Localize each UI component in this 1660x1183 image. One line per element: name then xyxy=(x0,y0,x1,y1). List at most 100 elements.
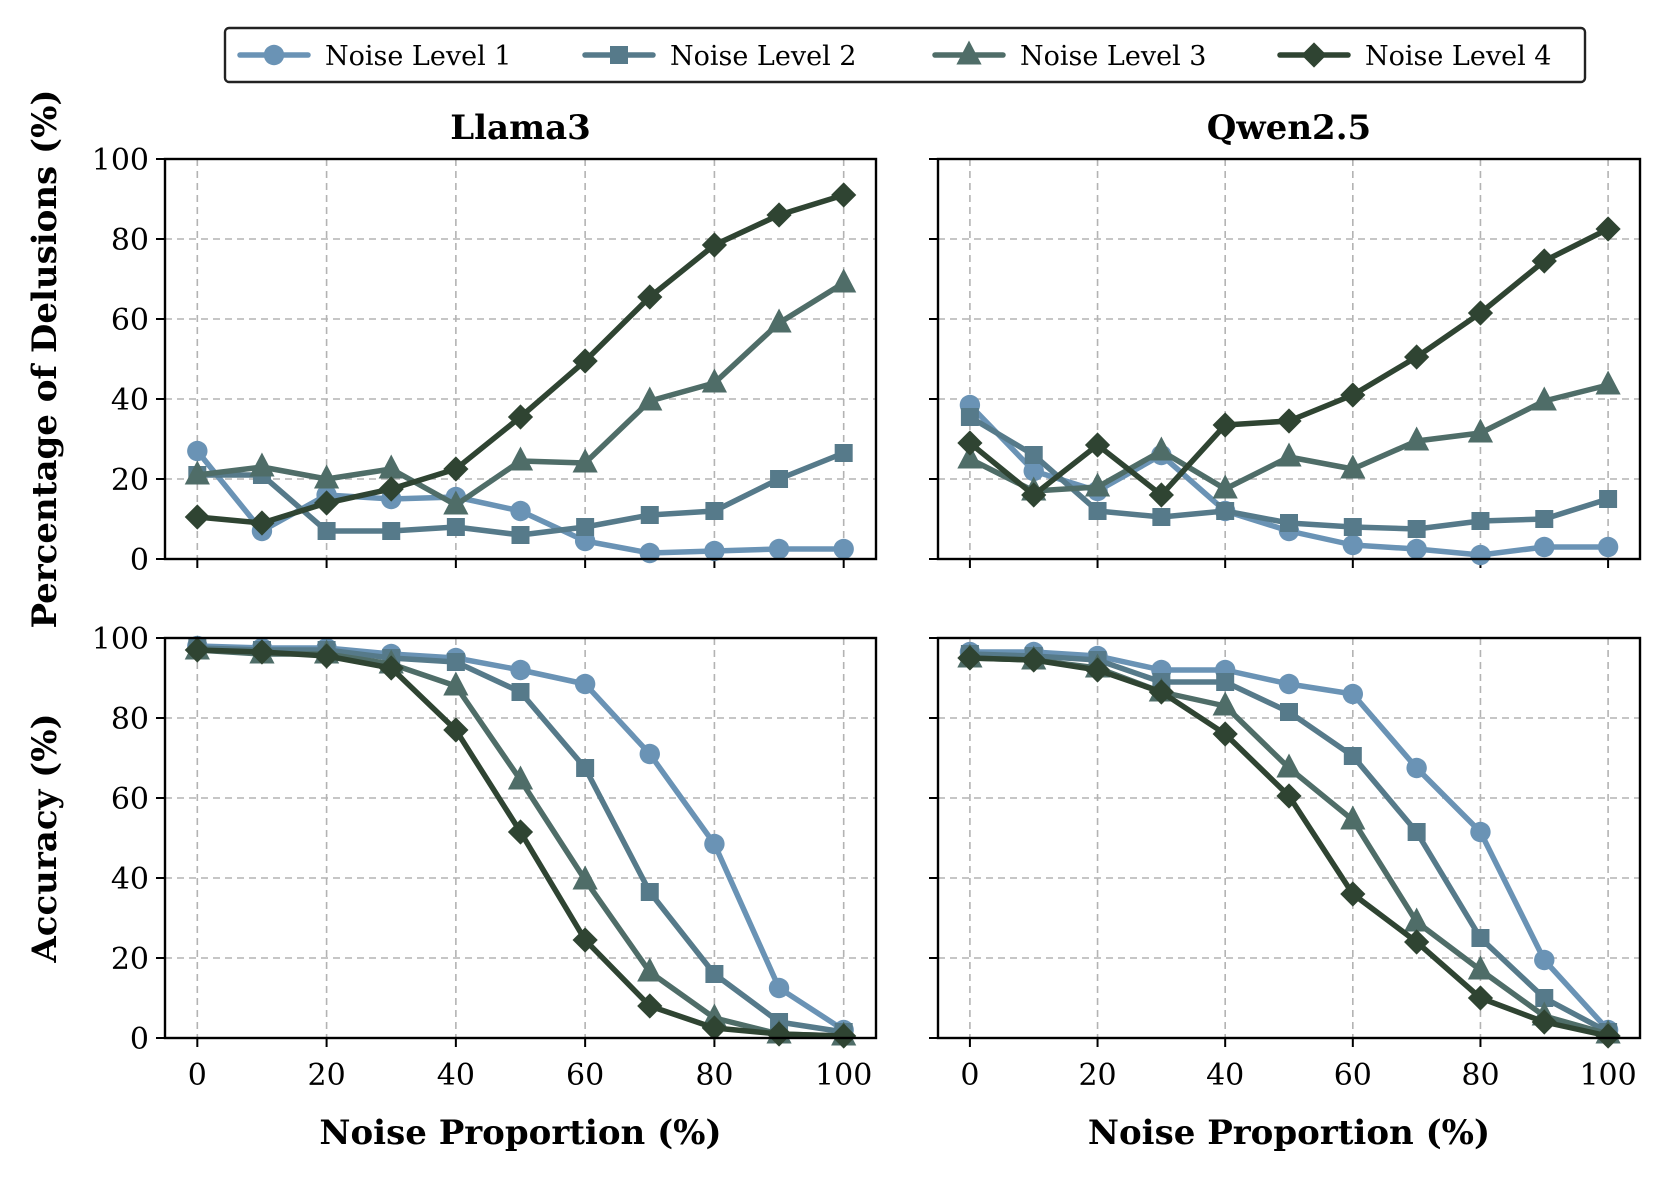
data-point xyxy=(187,440,208,462)
data-point xyxy=(510,500,531,522)
data-point xyxy=(1470,544,1491,566)
data-point xyxy=(1531,1009,1557,1035)
x-tick-label: 20 xyxy=(307,1058,345,1093)
data-point xyxy=(1280,514,1298,532)
panel-title: Llama3 xyxy=(450,108,591,148)
data-point xyxy=(1595,216,1621,242)
data-point xyxy=(833,538,854,560)
data-point xyxy=(443,717,469,743)
data-point xyxy=(1212,721,1238,747)
data-point xyxy=(1467,985,1494,1011)
data-point xyxy=(1021,482,1047,508)
y-tick-label: 100 xyxy=(92,143,149,178)
legend-entry: Noise Level 3 xyxy=(932,40,1206,72)
data-point xyxy=(382,522,401,540)
y-tick-label: 40 xyxy=(111,862,149,897)
data-point xyxy=(637,386,663,411)
data-point xyxy=(1406,538,1427,560)
data-point xyxy=(766,1021,792,1047)
data-point xyxy=(957,430,983,456)
series-noise-level-4 xyxy=(184,637,857,1049)
data-point xyxy=(1148,679,1174,705)
data-point xyxy=(957,444,983,469)
data-point xyxy=(1467,955,1494,980)
x-tick-label: 80 xyxy=(1461,1058,1499,1093)
data-point xyxy=(637,993,663,1019)
x-tick-label: 60 xyxy=(1334,1058,1372,1093)
data-point xyxy=(1535,510,1554,528)
panel-0: 0 20 40 60 80 100 Llama3 Percentage of Delusion… xyxy=(25,89,878,629)
panel-3: 0 20 40 60 80 100 Noise Proportion (%) xyxy=(929,636,1642,1153)
data-point xyxy=(1599,490,1618,508)
data-point xyxy=(766,202,792,228)
data-point xyxy=(1278,673,1300,695)
data-point xyxy=(1152,508,1171,526)
data-point xyxy=(1531,386,1557,411)
data-point xyxy=(1534,949,1555,971)
data-point xyxy=(704,540,725,562)
y-tick-label: 60 xyxy=(111,782,149,817)
data-point xyxy=(1088,502,1107,520)
y-tick-label: 40 xyxy=(111,383,149,418)
y-tick-label: 20 xyxy=(111,463,149,498)
data-point xyxy=(378,655,404,681)
data-point xyxy=(770,470,789,488)
x-tick-label: 0 xyxy=(960,1058,979,1093)
data-point xyxy=(960,408,979,426)
legend-label: Noise Level 3 xyxy=(1020,41,1206,72)
data-point xyxy=(768,538,790,560)
data-point xyxy=(1021,647,1047,673)
x-tick-label: 60 xyxy=(566,1058,604,1093)
data-point xyxy=(511,526,530,544)
data-point xyxy=(831,268,857,293)
data-point xyxy=(507,765,534,790)
data-point xyxy=(317,522,336,540)
data-point xyxy=(510,659,531,681)
y-tick-label: 80 xyxy=(111,702,149,737)
data-point xyxy=(184,460,210,485)
data-point xyxy=(576,518,595,536)
y-tick-label: 80 xyxy=(111,223,149,258)
data-point xyxy=(1216,502,1235,520)
data-point xyxy=(446,653,465,671)
data-point xyxy=(1340,454,1366,479)
data-point xyxy=(1276,408,1302,434)
data-point xyxy=(701,368,728,393)
y-tick-label: 100 xyxy=(92,622,149,657)
panel-1: Qwen2.5 xyxy=(929,108,1642,568)
data-point xyxy=(1471,929,1490,947)
x-tick-label: 100 xyxy=(1579,1058,1636,1093)
data-point xyxy=(1471,512,1490,530)
axes-frame xyxy=(936,636,1642,1040)
data-point xyxy=(443,671,469,696)
data-point xyxy=(443,490,469,515)
data-point xyxy=(1148,482,1174,508)
y-tick-label: 0 xyxy=(130,1022,149,1057)
x-tick-label: 0 xyxy=(188,1058,207,1093)
data-point xyxy=(705,965,724,983)
data-point xyxy=(1470,821,1491,843)
y-tick-label: 20 xyxy=(111,942,149,977)
data-point xyxy=(1407,823,1426,841)
x-axis-label: Noise Proportion (%) xyxy=(319,1113,721,1153)
x-tick-label: 40 xyxy=(437,1058,475,1093)
data-point xyxy=(507,404,534,430)
series-line xyxy=(967,382,1611,494)
data-point xyxy=(1597,536,1619,558)
y-axis-label: Percentage of Delusions (%) xyxy=(25,89,65,628)
data-point xyxy=(1340,805,1366,830)
data-point xyxy=(1212,474,1238,499)
data-point xyxy=(1276,783,1302,809)
axes-frame xyxy=(163,636,878,1040)
data-point xyxy=(1216,673,1235,691)
data-point xyxy=(1212,691,1238,716)
data-point xyxy=(701,1015,728,1041)
data-point xyxy=(313,490,340,516)
y-axis-label: Accuracy (%) xyxy=(25,713,65,963)
data-point xyxy=(249,452,275,477)
data-point xyxy=(1343,518,1362,536)
data-point xyxy=(704,833,725,855)
data-point xyxy=(1467,418,1494,443)
data-point xyxy=(1404,929,1430,955)
data-point xyxy=(1280,703,1298,721)
